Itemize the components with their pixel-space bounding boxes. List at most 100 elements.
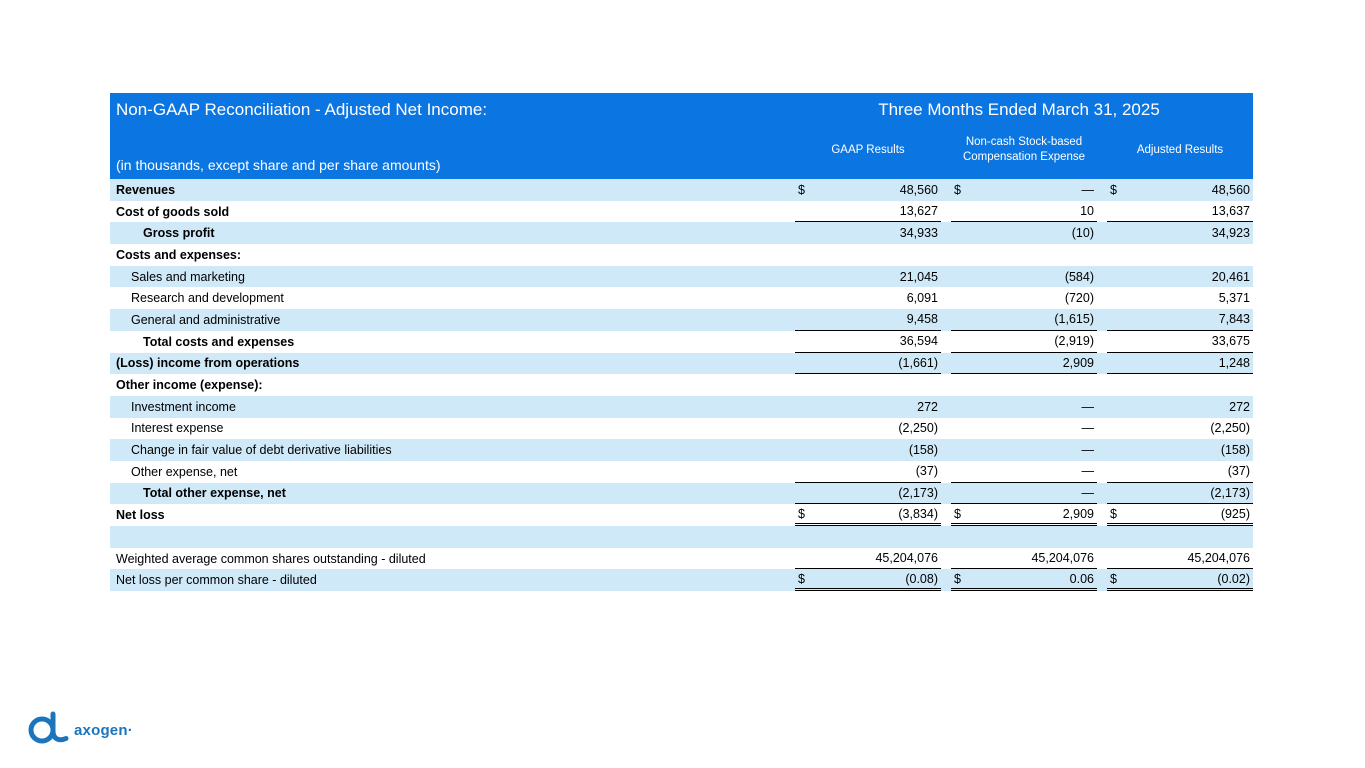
row-value-cell — [1107, 374, 1253, 396]
row-label: Other income (expense): — [116, 378, 263, 393]
row-value-cell: (584) — [951, 266, 1097, 288]
row-value-cell — [795, 374, 941, 396]
row-value: 48,560 — [1211, 182, 1250, 197]
row-value: 6,091 — [906, 291, 938, 306]
row-value-cell — [951, 374, 1097, 396]
row-value: (2,173) — [898, 485, 938, 500]
row-value-cell: — — [951, 439, 1097, 461]
reconciliation-table: Non-GAAP Reconciliation - Adjusted Net I… — [110, 93, 1253, 592]
row-value-cell: 45,204,076 — [795, 548, 941, 570]
row-value: 272 — [1229, 399, 1250, 414]
dollar-sign: $ — [798, 571, 805, 586]
row-value-cell: (1,661) — [795, 353, 941, 375]
row-value: (158) — [1220, 443, 1250, 458]
table-row: Net loss $ (3,834) $2,909 $ (925) — [110, 504, 1253, 526]
dollar-sign: $ — [1110, 571, 1117, 586]
row-value-cell: (10) — [951, 222, 1097, 244]
dollar-sign: $ — [954, 506, 961, 521]
axogen-logo-text: axogen· — [74, 722, 133, 739]
row-value-cell: 6,091 — [795, 287, 941, 309]
row-value-cell — [795, 244, 941, 266]
dollar-sign: $ — [798, 182, 805, 197]
row-value: 34,923 — [1211, 226, 1250, 241]
row-value-cell: — — [951, 396, 1097, 418]
table-title: Non-GAAP Reconciliation - Adjusted Net I… — [116, 100, 488, 119]
row-value: — — [1081, 399, 1095, 414]
row-value: 21,045 — [899, 269, 938, 284]
row-value: 1,248 — [1218, 355, 1250, 370]
row-value: 10 — [1080, 204, 1094, 219]
table-subtitle: (in thousands, except share and per shar… — [116, 157, 441, 173]
row-value: (10) — [1071, 226, 1094, 241]
row-value-cell: (2,250) — [1107, 418, 1253, 440]
row-value-cell: 272 — [1107, 396, 1253, 418]
row-label: Investment income — [131, 399, 236, 414]
row-value-cell: (158) — [795, 439, 941, 461]
row-label: General and administrative — [131, 312, 281, 327]
row-value-cell: $ (3,834) — [795, 504, 941, 526]
table-row: Cost of goods sold 13,627 10 13,637 — [110, 201, 1253, 223]
row-value: 2,909 — [1062, 355, 1094, 370]
row-label: Gross profit — [143, 226, 215, 241]
table-row: Investment income 272 — 272 — [110, 395, 1253, 418]
column-header-adjusted-results: Adjusted Results — [1136, 143, 1224, 156]
row-value: — — [1081, 182, 1095, 197]
table-row: Sales and marketing 21,045 (584) 20,461 — [110, 265, 1253, 288]
row-value: (3,834) — [898, 506, 938, 521]
row-value: (0.02) — [1217, 571, 1250, 586]
row-value-cell: (158) — [1107, 439, 1253, 461]
table-row: Other income (expense): — [110, 374, 1253, 396]
table-row: (Loss) income from operations (1,661) 2,90… — [110, 352, 1253, 375]
row-value: (0.08) — [905, 571, 938, 586]
table-body: Revenues $48,560 $ — $48,560 Cost of goods so… — [110, 179, 1253, 592]
row-value: — — [1081, 443, 1095, 458]
row-value: 45,204,076 — [1187, 551, 1250, 566]
table-row: Change in fair value of debt derivative … — [110, 439, 1253, 461]
row-value: (37) — [1227, 464, 1250, 479]
row-value-cell: 13,627 — [795, 201, 941, 223]
row-label: Cost of goods sold — [116, 204, 230, 219]
row-value-cell: 13,637 — [1107, 201, 1253, 223]
row-value: 34,933 — [899, 226, 938, 241]
table-header-top-row: Non-GAAP Reconciliation - Adjusted Net I… — [116, 98, 1253, 120]
row-value-cell: 45,204,076 — [951, 548, 1097, 570]
row-value: 48,560 — [899, 182, 938, 197]
table-row: Costs and expenses: — [110, 244, 1253, 266]
row-value: 0.06 — [1069, 571, 1094, 586]
row-value-cell: $2,909 — [951, 504, 1097, 526]
row-value: (925) — [1220, 506, 1250, 521]
dollar-sign: $ — [1110, 506, 1117, 521]
row-value: (2,173) — [1210, 485, 1250, 500]
row-value-cell: — — [951, 418, 1097, 440]
row-value-cell: $ — — [951, 179, 1097, 201]
row-value: — — [1081, 485, 1095, 500]
row-label: Total costs and expenses — [143, 334, 295, 349]
row-value: 45,204,076 — [875, 551, 938, 566]
row-value: (2,250) — [1210, 421, 1250, 436]
table-row: Net loss per common share - diluted $ (0.0… — [110, 569, 1253, 592]
row-value-cell: 21,045 — [795, 266, 941, 288]
row-value-cell: 36,594 — [795, 331, 941, 353]
row-value-cell — [795, 526, 941, 548]
row-label: (Loss) income from operations — [116, 356, 300, 371]
table-row: General and administrative 9,458 (1,615) 7,… — [110, 309, 1253, 331]
row-value-cell: (2,173) — [1107, 483, 1253, 505]
row-value-cell: (2,173) — [795, 483, 941, 505]
row-value-cell — [1107, 244, 1253, 266]
row-label: Total other expense, net — [143, 486, 286, 501]
row-value: 45,204,076 — [1031, 551, 1094, 566]
row-value-cell: 20,461 — [1107, 266, 1253, 288]
row-value: — — [1081, 464, 1095, 479]
table-row: Total costs and expenses 36,594 (2,919) 33,… — [110, 331, 1253, 353]
table-header: Non-GAAP Reconciliation - Adjusted Net I… — [110, 93, 1253, 179]
table-row: Research and development 6,091 (720) 5,371 — [110, 287, 1253, 309]
row-value: 36,594 — [899, 334, 938, 349]
table-row — [110, 526, 1253, 548]
row-value-cell: 10 — [951, 201, 1097, 223]
row-value-cell: 33,675 — [1107, 331, 1253, 353]
row-label: Net loss — [116, 508, 165, 523]
row-value: 20,461 — [1211, 269, 1250, 284]
row-label: Other expense, net — [131, 464, 238, 479]
row-value: 9,458 — [906, 312, 938, 327]
row-value: (37) — [915, 464, 938, 479]
